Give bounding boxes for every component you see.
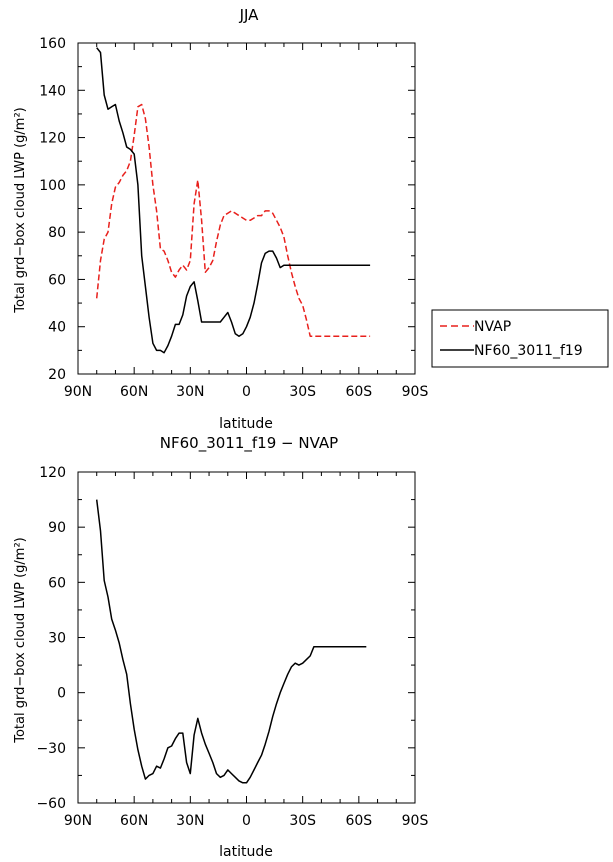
bottom-chart: NF60_3011_f19 − NVAP 90N 60N 30N 0 30S 60S 90S… [13,434,428,860]
top-plot-frame [77,42,416,375]
bottom-y-tick-label: 0 [57,686,66,702]
top-x-tick-label: 0 [242,384,251,400]
top-chart-title: JJA [239,6,260,24]
bottom-x-tick-label: 0 [242,813,251,829]
top-series-line-1 [96,47,371,354]
bottom-x-tick-label: 30S [289,813,316,829]
legend-label-model: NF60_3011_f19 [474,343,583,359]
bottom-x-tick-label: 60N [120,813,148,829]
bottom-y-axis-label: Total grd−box cloud LWP (g/m²) [13,537,28,744]
bottom-y-tick-label: 90 [48,520,66,536]
bottom-x-axis-label: latitude [219,844,273,860]
bottom-x-tick-label: 60S [345,813,372,829]
legend-box [431,309,609,368]
top-y-tick-label: 60 [48,272,66,288]
top-x-axis-label: latitude [219,416,273,432]
legend: NVAP NF60_3011_f19 [431,309,609,368]
bottom-x-tick-label: 90S [402,813,429,829]
bottom-y-tick-label: −30 [36,741,66,757]
bottom-x-tick-label: 30N [176,813,204,829]
top-y-tick-label: 40 [48,320,66,336]
top-y-tick-label: 120 [39,131,66,147]
top-y-tick-label: 20 [48,367,66,383]
top-x-tick-label: 30N [176,384,204,400]
bottom-y-tick-label: 30 [48,631,66,647]
top-chart: JJA 90N 60N 30N 0 30S 60S 90S 20 40 60 80 100 120 140… [13,6,428,432]
top-x-tick-label: 60N [120,384,148,400]
top-y-tick-label: 100 [39,178,66,194]
top-y-tick-label: 160 [39,36,66,52]
top-x-tick-label: 90N [64,384,92,400]
bottom-chart-title: NF60_3011_f19 − NVAP [160,434,338,453]
bottom-series-line-0 [95,499,367,784]
bottom-x-tick-label: 90N [64,813,92,829]
bottom-y-tick-label: 120 [39,465,66,481]
legend-label-nvap: NVAP [474,319,511,335]
top-x-tick-label: 90S [402,384,429,400]
top-x-tick-label: 30S [289,384,316,400]
top-x-tick-label: 60S [345,384,372,400]
top-y-tick-label: 140 [39,83,66,99]
bottom-y-tick-label: −60 [36,796,66,812]
bottom-y-tick-label: 60 [48,575,66,591]
top-y-axis-label: Total grd−box cloud LWP (g/m²) [13,107,28,314]
top-y-tick-label: 80 [48,225,66,241]
top-series-line-0 [95,103,371,337]
bottom-plot-frame [77,471,416,804]
